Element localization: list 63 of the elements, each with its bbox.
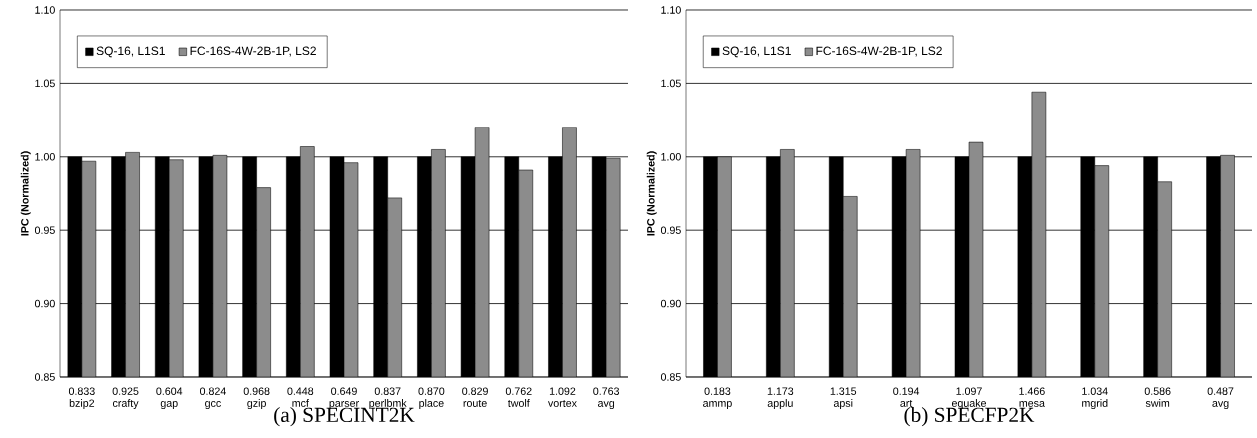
legend-label: SQ-16, L1S1	[96, 46, 165, 58]
text: 0.183	[704, 387, 731, 395]
text: 0.833	[68, 387, 95, 395]
x-tick-label: applu	[767, 399, 793, 410]
y-tick-label: 0.95	[34, 226, 55, 234]
text: (a) SPECINT2K	[274, 407, 415, 427]
x-tick-label: place	[419, 399, 444, 410]
text: 1.097	[956, 387, 982, 395]
x-tick-label: gcc	[205, 401, 221, 410]
y-tick-label: 1.00	[35, 153, 55, 161]
text: 0.870	[418, 387, 445, 395]
y-tick-label: 0.85	[34, 373, 55, 381]
x-tick-label: mesa	[1019, 401, 1045, 407]
x-tick-label: swim	[1145, 399, 1170, 407]
text: 0.448	[287, 387, 314, 395]
y-axis-title: IPC (Normalized)	[20, 151, 31, 236]
y-tick-label: 1.10	[661, 6, 681, 14]
text: 1.034	[1082, 387, 1108, 395]
text: 0.837	[374, 387, 401, 395]
text: 0.762	[505, 387, 532, 395]
x-tick-label: art	[900, 399, 913, 407]
x-tick-label: bzip2	[69, 399, 95, 410]
text: 1.466	[1019, 387, 1045, 395]
x-tick-label: avg	[1212, 401, 1229, 410]
x-tick-label: avg	[598, 401, 615, 410]
text: 0.604	[156, 387, 183, 395]
legend-label: FC-16S-4W-2B-1P, LS2	[190, 46, 316, 57]
y-axis-title: IPC (Normalized)	[646, 151, 657, 236]
y-tick-label: 0.90	[34, 299, 55, 308]
x-tick-label: mgrid	[1082, 399, 1108, 410]
legend-label: SQ-16, L1S1	[722, 46, 791, 58]
text: 0.487	[1207, 387, 1234, 395]
text: 0.829	[462, 387, 488, 395]
x-tick-label: route	[463, 399, 487, 407]
text: 1.315	[830, 387, 857, 395]
text: 0.649	[331, 387, 357, 395]
x-tick-label: gap	[160, 401, 178, 410]
x-tick-label: ammp	[703, 401, 732, 410]
y-tick-label: 1.10	[35, 6, 55, 14]
text: 0.194	[893, 387, 920, 395]
x-tick-label: vortex	[547, 399, 577, 407]
text: 0.968	[243, 387, 270, 395]
x-tick-label: twolf	[507, 399, 530, 407]
y-tick-label: 0.95	[660, 226, 681, 234]
text: 1.173	[767, 387, 794, 395]
text: 0.763	[593, 387, 620, 395]
y-tick-label: 1.05	[661, 79, 681, 88]
text: 0.824	[200, 387, 226, 395]
x-tick-label: apsi	[833, 399, 853, 410]
text: 0.925	[112, 387, 139, 395]
x-tick-label: crafty	[112, 399, 139, 410]
y-tick-label: 0.85	[660, 373, 681, 381]
x-tick-label: mcf	[292, 399, 309, 407]
y-tick-label: 1.05	[35, 79, 55, 88]
x-tick-label: parser	[329, 401, 359, 410]
legend-label: FC-16S-4W-2B-1P, LS2	[816, 46, 942, 57]
text: (b) SPECFP2K	[904, 407, 1035, 427]
x-tick-label: perlbmk	[369, 399, 407, 410]
x-tick-label: gzip	[247, 399, 266, 410]
text: 0.586	[1144, 387, 1171, 395]
y-tick-label: 0.90	[660, 299, 681, 308]
text: 1.092	[549, 387, 576, 395]
y-tick-label: 1.00	[661, 153, 681, 161]
